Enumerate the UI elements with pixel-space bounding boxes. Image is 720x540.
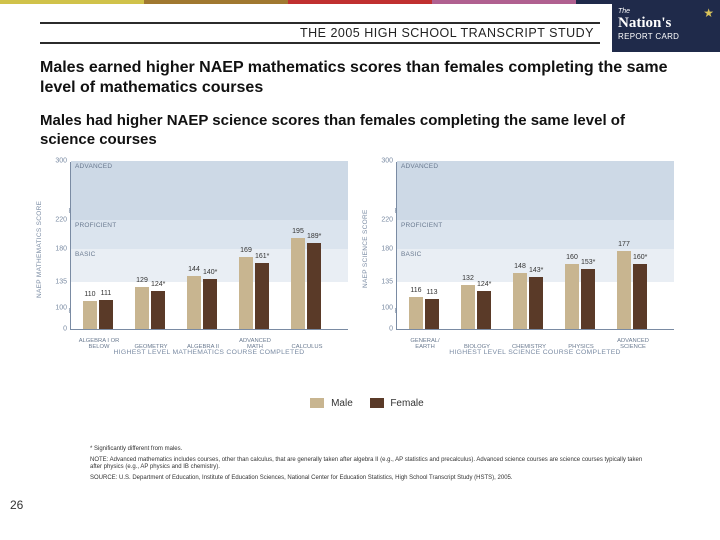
bar-value-male: 132	[461, 275, 475, 282]
bar-male: 177	[617, 251, 631, 328]
chart-math: NAEP MATHEMATICS SCORE BASICPROFICIENTAD…	[40, 158, 352, 358]
bar-female: 124*	[477, 291, 491, 329]
bar-value-male: 195	[291, 228, 305, 235]
bar-female: 189*	[307, 243, 321, 329]
bar-value-female: 113	[425, 289, 439, 296]
bar-value-female: 153*	[581, 259, 595, 266]
page-number: 26	[10, 498, 23, 512]
plot-science: BASICPROFICIENTADVANCED0100135180220300≀…	[396, 162, 674, 330]
band-label: ADVANCED	[401, 163, 438, 170]
bar-male: 148	[513, 273, 527, 329]
band-label: PROFICIENT	[75, 222, 116, 229]
bar-value-male: 116	[409, 287, 423, 294]
bar-female: 124*	[151, 291, 165, 329]
bar-value-male: 144	[187, 266, 201, 273]
swatch-male	[310, 398, 324, 408]
bar-female: 160*	[633, 264, 647, 329]
footnote-sig: * Significantly different from males.	[90, 446, 650, 454]
bar-male: 129	[135, 287, 149, 329]
legend: Male Female	[0, 398, 720, 409]
bar-female: 153*	[581, 269, 595, 328]
ytick: 180	[45, 246, 67, 253]
star-icon: ★	[703, 6, 714, 20]
bar-value-female: 124*	[151, 281, 165, 288]
bar-value-female: 143*	[529, 267, 543, 274]
bar-value-female: 160*	[633, 254, 647, 261]
ytick: 0	[45, 325, 67, 332]
logo-line-2: Nation's	[618, 15, 714, 32]
logo-line-3: REPORT CARD	[618, 32, 714, 41]
bar-value-male: 160	[565, 254, 579, 261]
charts-row: NAEP MATHEMATICS SCORE BASICPROFICIENTAD…	[40, 158, 680, 358]
xaxis-title-math: HIGHEST LEVEL MATHEMATICS COURSE COMPLET…	[70, 349, 348, 356]
ytick: 300	[371, 157, 393, 164]
performance-band: PROFICIENT	[397, 220, 674, 250]
study-title: THE 2005 HIGH SCHOOL TRANSCRIPT STUDY	[300, 26, 594, 40]
bar-female: 113	[425, 299, 439, 329]
performance-band: ADVANCED	[71, 161, 348, 220]
footnotes: * Significantly different from males. NO…	[90, 446, 650, 485]
header: THE 2005 HIGH SCHOOL TRANSCRIPT STUDY ★ …	[0, 4, 720, 48]
heading-science: Males had higher NAEP science scores tha…	[40, 112, 680, 150]
ytick: 135	[371, 279, 393, 286]
band-label: BASIC	[75, 251, 96, 258]
bar-value-female: 140*	[203, 269, 217, 276]
legend-female-label: Female	[390, 398, 423, 409]
ytick: 300	[45, 157, 67, 164]
bar-value-male: 129	[135, 277, 149, 284]
xaxis-title-science: HIGHEST LEVEL SCIENCE COURSE COMPLETED	[396, 349, 674, 356]
ytick: 100	[45, 305, 67, 312]
bar-male: 169	[239, 257, 253, 328]
bar-value-female: 189*	[307, 233, 321, 240]
band-label: BASIC	[401, 251, 422, 258]
bar-male: 116	[409, 297, 423, 329]
ytick: 180	[371, 246, 393, 253]
bar-value-male: 177	[617, 241, 631, 248]
bar-female: 111	[99, 300, 113, 328]
bar-male: 110	[83, 301, 97, 329]
ytick: 100	[371, 305, 393, 312]
logo-line-1: The	[618, 8, 714, 15]
bar-value-female: 111	[99, 290, 113, 297]
content: Males earned higher NAEP mathematics sco…	[40, 58, 680, 358]
bar-value-male: 169	[239, 247, 253, 254]
band-label: PROFICIENT	[401, 222, 442, 229]
bar-value-male: 148	[513, 263, 527, 270]
bar-value-male: 110	[83, 291, 97, 298]
bar-value-female: 124*	[477, 281, 491, 288]
plot-math: BASICPROFICIENTADVANCED0100135180220300≀…	[70, 162, 348, 330]
footnote-note: NOTE: Advanced mathematics includes cour…	[90, 457, 650, 472]
swatch-female	[370, 398, 384, 408]
bar-male: 160	[565, 264, 579, 329]
ytick: 135	[45, 279, 67, 286]
legend-male-label: Male	[331, 398, 353, 409]
bar-male: 144	[187, 276, 201, 329]
study-title-strip: THE 2005 HIGH SCHOOL TRANSCRIPT STUDY	[40, 22, 600, 44]
footnote-source: SOURCE: U.S. Department of Education, In…	[90, 475, 650, 483]
bar-female: 143*	[529, 277, 543, 329]
bar-female: 140*	[203, 279, 217, 329]
heading-math: Males earned higher NAEP mathematics sco…	[40, 58, 680, 98]
nations-report-card-logo: ★ The Nation's REPORT CARD	[612, 4, 720, 52]
bar-male: 132	[461, 285, 475, 329]
chart-science: NAEP SCIENCE SCORE BASICPROFICIENTADVANC…	[366, 158, 678, 358]
ytick: 220	[371, 216, 393, 223]
band-label: ADVANCED	[75, 163, 112, 170]
ytick: 220	[45, 216, 67, 223]
ytick: 0	[371, 325, 393, 332]
bar-value-female: 161*	[255, 253, 269, 260]
bar-female: 161*	[255, 263, 269, 328]
bar-male: 195	[291, 238, 305, 328]
performance-band: ADVANCED	[397, 161, 674, 220]
